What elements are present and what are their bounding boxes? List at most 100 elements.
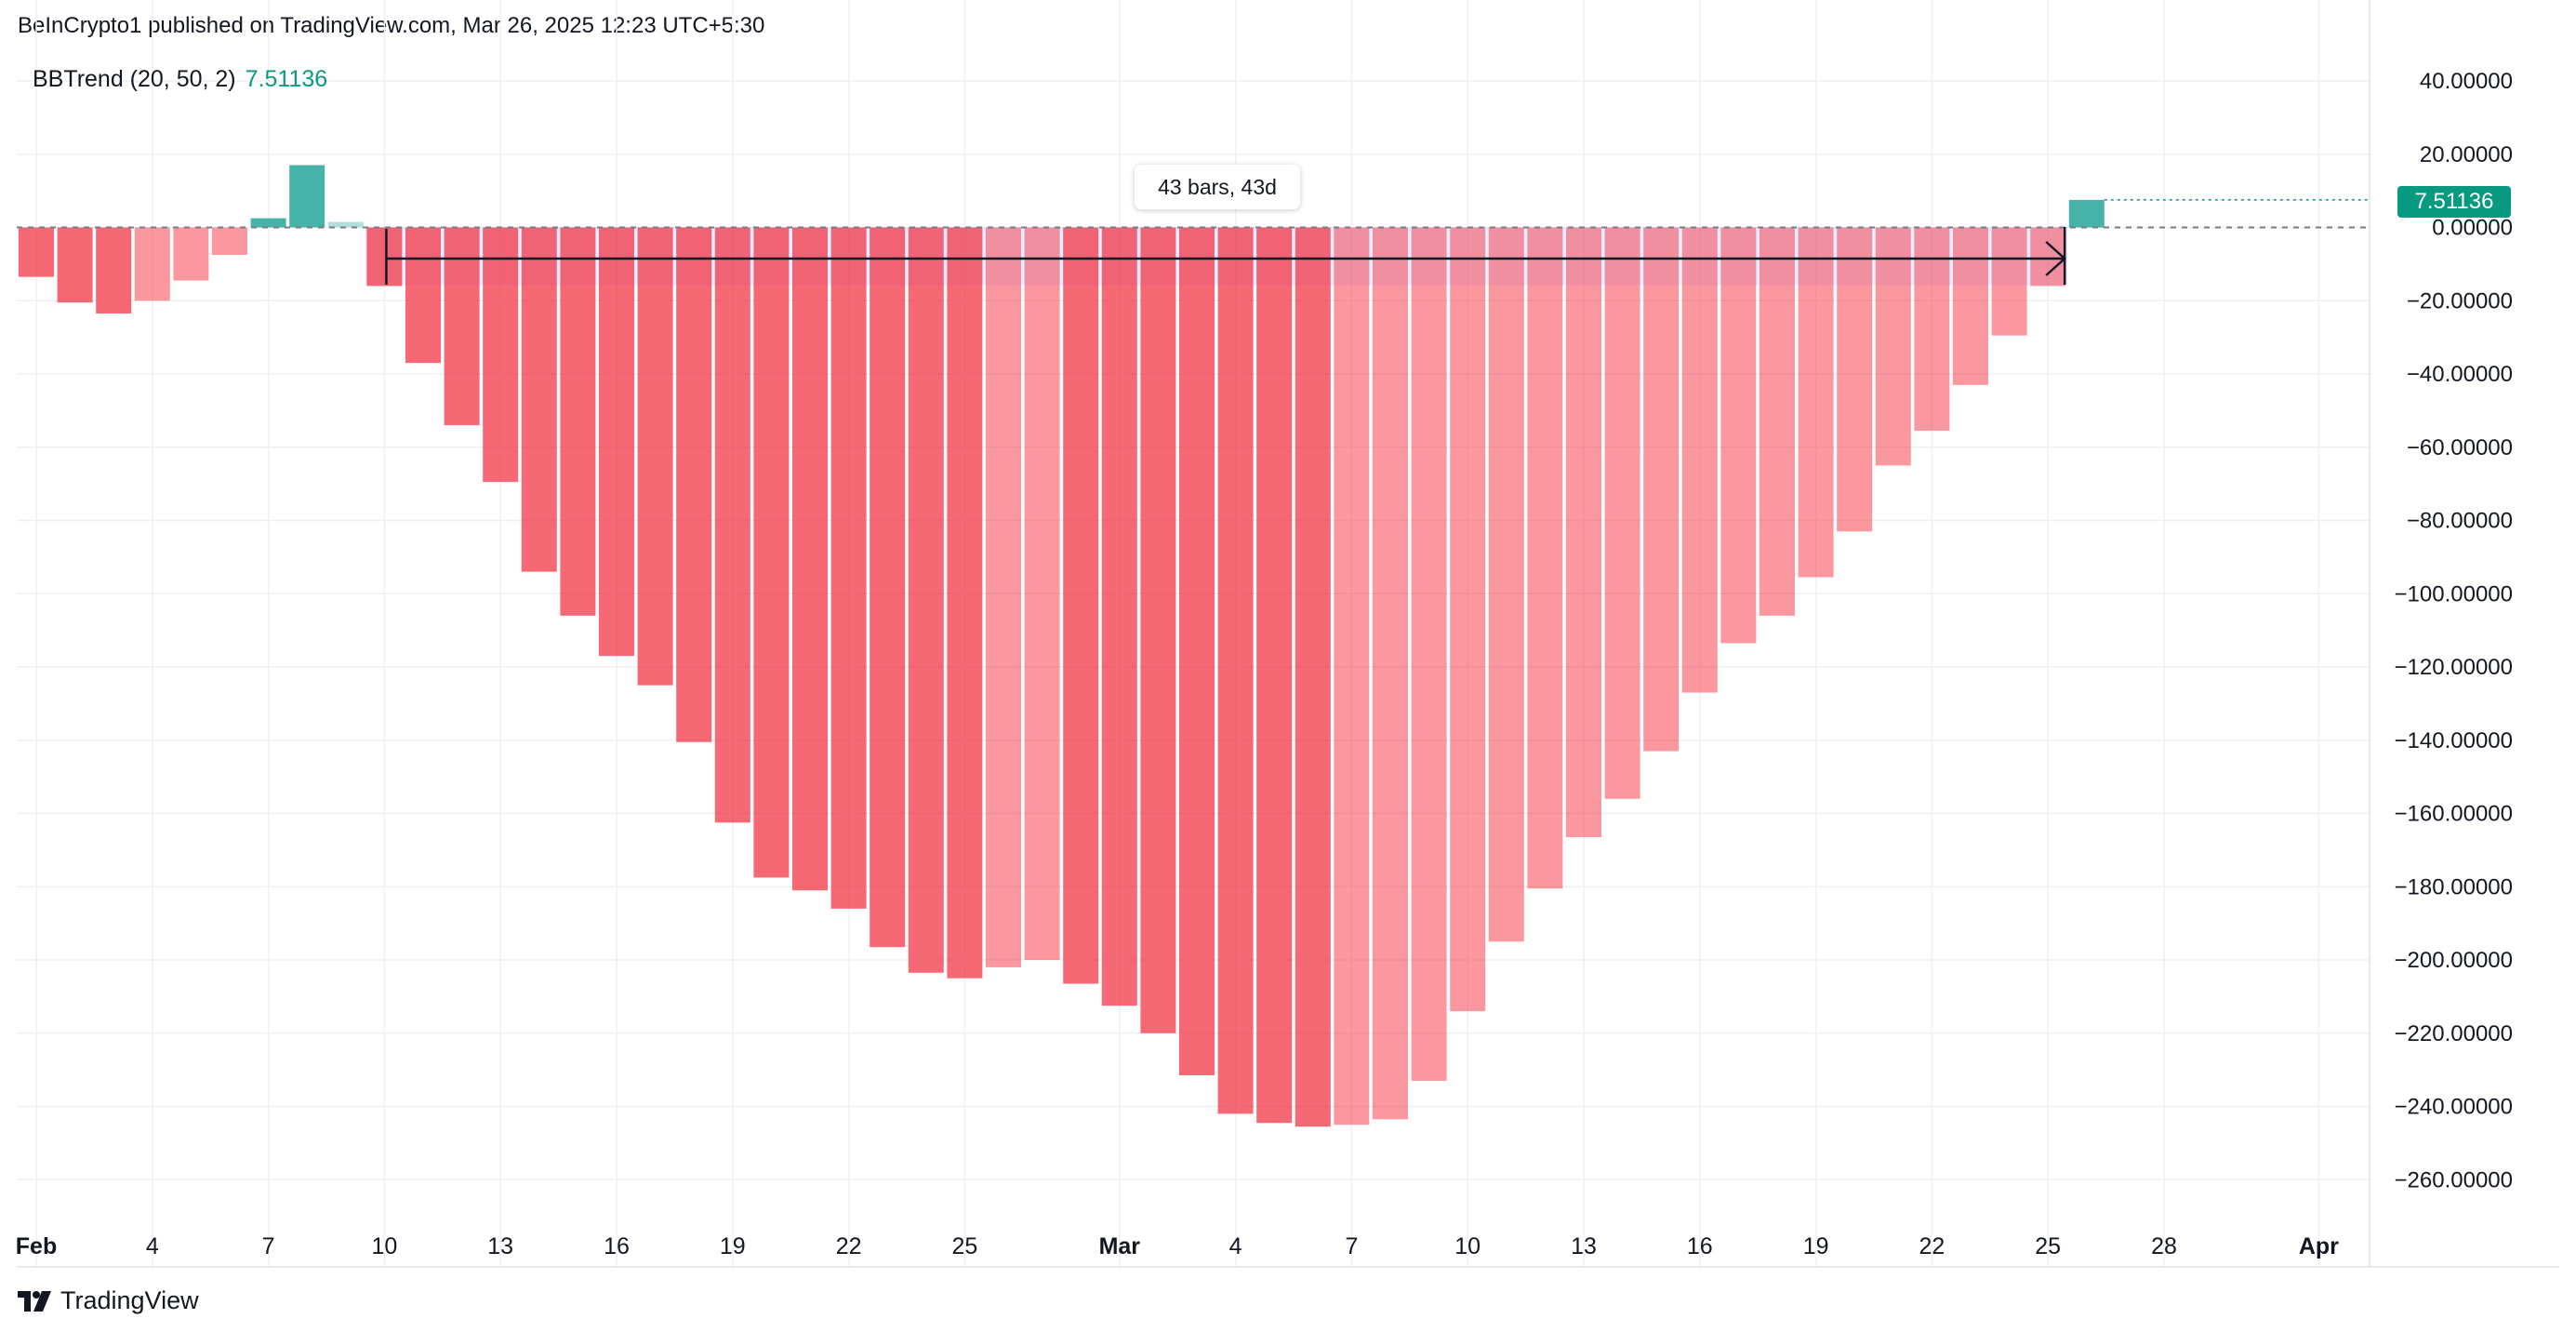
histogram-bar — [714, 227, 750, 823]
y-tick-label: 20.00000 — [2420, 142, 2513, 167]
x-tick-label: 25 — [951, 1233, 977, 1259]
histogram-bar — [1953, 227, 1988, 385]
y-tick-label: −100.00000 — [2395, 581, 2513, 606]
histogram-bar — [19, 227, 54, 277]
histogram-bar — [599, 227, 634, 657]
histogram-bar — [1875, 227, 1911, 466]
histogram-bar — [1914, 227, 1950, 432]
histogram-bar — [1179, 227, 1215, 1076]
x-tick-label: 25 — [2035, 1233, 2061, 1259]
histogram-bar — [1295, 227, 1331, 1127]
histogram-bar — [250, 218, 286, 228]
histogram-bar — [1720, 227, 1757, 644]
y-tick-label: −220.00000 — [2395, 1021, 2513, 1046]
y-tick-label: −80.00000 — [2407, 509, 2513, 534]
y-tick-label: −200.00000 — [2395, 948, 2513, 973]
y-tick-label: −180.00000 — [2395, 874, 2513, 899]
x-axis[interactable]: Feb 4 7 10 13 16 19 22 25 Mar 4 7 10 13 16 19 22 25 28 Apr — [16, 1233, 2339, 1259]
y-tick-label: −240.00000 — [2395, 1095, 2513, 1120]
histogram-bar — [1798, 227, 1834, 578]
histogram-bar — [134, 227, 170, 301]
y-tick-label: 0.00000 — [2432, 216, 2513, 241]
x-tick-label: Feb — [16, 1233, 57, 1259]
x-tick-label: 7 — [1345, 1233, 1358, 1259]
measure-tool[interactable] — [385, 227, 2067, 285]
x-tick-label: 10 — [1454, 1233, 1481, 1259]
histogram-bar — [986, 227, 1021, 967]
y-tick-label: −140.00000 — [2395, 728, 2513, 753]
x-tick-label: 10 — [371, 1233, 397, 1259]
x-tick-label: 19 — [720, 1233, 746, 1259]
y-tick-label: −120.00000 — [2395, 655, 2513, 680]
histogram-bar — [1411, 227, 1447, 1081]
brand-name: TradingView — [60, 1286, 199, 1314]
histogram-bar — [1217, 227, 1254, 1114]
histogram-bar — [1837, 227, 1873, 532]
y-tick-label: −40.00000 — [2407, 362, 2513, 387]
y-tick-label: −60.00000 — [2407, 435, 2513, 460]
histogram-bar — [483, 227, 519, 483]
histogram-bar — [947, 227, 983, 979]
x-tick-label: Mar — [1099, 1233, 1141, 1259]
indicator-value: 7.51136 — [245, 66, 328, 92]
histogram-bar — [792, 227, 828, 891]
histogram-bar — [212, 227, 247, 256]
histogram-bar — [2068, 199, 2105, 228]
histogram-bar — [908, 227, 944, 973]
x-tick-label: 22 — [836, 1233, 862, 1259]
histogram-bar — [521, 227, 557, 572]
x-tick-label: 13 — [1571, 1233, 1597, 1259]
x-tick-label: 22 — [1919, 1233, 1945, 1259]
histogram-bar — [830, 227, 867, 909]
y-tick-label: −160.00000 — [2395, 802, 2513, 827]
histogram-bar — [637, 227, 673, 686]
histogram-bar — [1140, 227, 1176, 1033]
histogram-bar — [1759, 227, 1795, 616]
histogram-bar — [1527, 227, 1563, 889]
x-tick-label: Apr — [2299, 1233, 2339, 1259]
histogram-bar — [57, 227, 93, 303]
histogram-bar — [366, 227, 403, 286]
y-axis[interactable]: 40.00000 20.00000 0.00000 −20.00000 −40.0000… — [2395, 69, 2513, 1192]
histogram-bar — [1024, 227, 1060, 960]
last-value-badge: 7.51136 — [2397, 186, 2511, 218]
histogram-bar — [1101, 227, 1137, 1006]
x-tick-label: 4 — [146, 1233, 159, 1259]
y-tick-label: 40.00000 — [2420, 69, 2513, 94]
histogram-bar — [1681, 227, 1718, 693]
y-tick-label: −260.00000 — [2395, 1167, 2513, 1192]
histogram-bar — [1488, 227, 1524, 942]
y-tick-label: −20.00000 — [2407, 288, 2513, 313]
footer-brand[interactable]: TradingView — [18, 1286, 199, 1315]
x-tick-label: 19 — [1803, 1233, 1829, 1259]
histogram-bar — [2030, 227, 2066, 286]
measure-label: 43 bars, 43d — [1135, 165, 1300, 209]
histogram-bar — [405, 227, 441, 364]
histogram-bar — [676, 227, 712, 742]
histogram-bar — [1643, 227, 1680, 752]
x-tick-label: 28 — [2151, 1233, 2177, 1259]
histogram-bar — [444, 227, 480, 426]
histogram-bar — [1566, 227, 1601, 838]
histogram-bar — [1256, 227, 1293, 1124]
histogram-bar — [1604, 227, 1640, 799]
histogram-bar — [96, 227, 132, 314]
histogram-bar — [327, 221, 364, 228]
histogram-bar — [173, 227, 209, 281]
publisher-line: BeInCrypto1 published on TradingView.com… — [18, 13, 765, 38]
indicator-name: BBTrend (20, 50, 2) — [33, 66, 236, 92]
histogram-bar — [1063, 227, 1099, 984]
tradingview-logo-icon — [18, 1290, 51, 1312]
x-tick-label: 7 — [262, 1233, 275, 1259]
indicator-legend[interactable]: BBTrend (20, 50, 2) 7.51136 — [33, 66, 327, 93]
histogram-bar — [1991, 227, 2027, 336]
histogram-bar — [1334, 227, 1370, 1126]
histogram-bar — [1373, 227, 1408, 1120]
x-tick-label: 13 — [487, 1233, 513, 1259]
histogram-bar — [289, 165, 325, 228]
histogram-bar — [560, 227, 596, 616]
histogram-bars — [19, 165, 2105, 1127]
x-tick-label: 16 — [1687, 1233, 1713, 1259]
histogram-bar — [870, 227, 906, 948]
